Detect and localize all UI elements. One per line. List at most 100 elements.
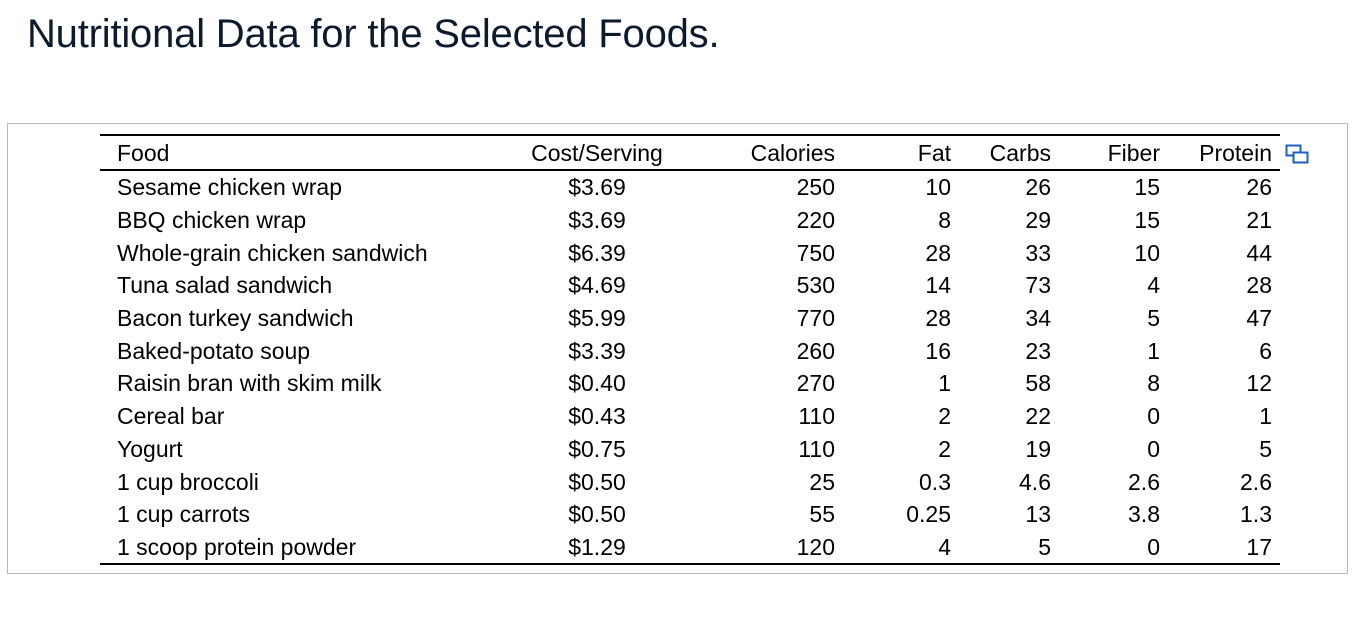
cell-food: Raisin bran with skim milk <box>117 370 382 397</box>
table-row: 1 scoop protein powder $1.29 120 4 5 0 17 <box>100 531 1280 565</box>
cell-fat: 16 <box>925 337 951 364</box>
cell-protein: 6 <box>1259 337 1272 364</box>
cell-calories: 110 <box>798 435 835 462</box>
cell-cost: $3.69 <box>568 174 626 201</box>
cell-fat: 8 <box>938 207 951 234</box>
page-title: Nutritional Data for the Selected Foods. <box>27 12 720 56</box>
cell-fiber: 15 <box>1134 174 1160 201</box>
cell-fiber: 0 <box>1147 435 1160 462</box>
cell-food: Whole-grain chicken sandwich <box>117 239 428 266</box>
table-row: Yogurt $0.75 110 2 19 0 5 <box>100 433 1280 466</box>
cell-protein: 21 <box>1246 207 1272 234</box>
cell-fiber: 2.6 <box>1128 468 1160 495</box>
cell-calories: 530 <box>796 272 835 299</box>
header-fiber: Fiber <box>1107 140 1160 166</box>
cell-fat: 28 <box>925 305 951 332</box>
cell-carbs: 73 <box>1025 272 1051 299</box>
cell-fat: 2 <box>938 403 951 430</box>
cell-cost: $0.43 <box>568 403 626 430</box>
cell-cost: $0.75 <box>568 435 626 462</box>
table-row: Sesame chicken wrap $3.69 250 10 26 15 26 <box>100 170 1280 204</box>
cell-cost: $0.50 <box>568 468 626 495</box>
cell-fat: 1 <box>938 370 951 397</box>
cell-carbs: 13 <box>1025 501 1051 528</box>
cell-carbs: 58 <box>1025 370 1051 397</box>
cell-protein: 1 <box>1259 403 1272 430</box>
table-row: 1 cup carrots $0.50 55 0.25 13 3.8 1.3 <box>100 498 1280 531</box>
cell-calories: 55 <box>809 501 835 528</box>
cell-food: Cereal bar <box>117 403 225 430</box>
cell-carbs: 26 <box>1025 174 1051 201</box>
cell-protein: 1.3 <box>1240 501 1272 528</box>
table-row: Baked-potato soup $3.39 260 16 23 1 6 <box>100 334 1280 367</box>
cell-fat: 0.25 <box>906 501 951 528</box>
cell-carbs: 34 <box>1025 305 1051 332</box>
cell-protein: 47 <box>1246 305 1272 332</box>
cell-cost: $1.29 <box>568 533 626 560</box>
cell-food: 1 scoop protein powder <box>117 533 357 560</box>
cell-food: 1 cup carrots <box>117 501 250 528</box>
cell-fiber: 4 <box>1147 272 1160 299</box>
cell-cost: $0.40 <box>568 370 626 397</box>
cell-fiber: 3.8 <box>1128 501 1160 528</box>
cell-calories: 110 <box>798 403 835 430</box>
table-row: Raisin bran with skim milk $0.40 270 1 58 8 12 <box>100 367 1280 400</box>
cell-calories: 750 <box>796 239 835 266</box>
cell-protein: 17 <box>1246 533 1272 560</box>
table-row: Tuna salad sandwich $4.69 530 14 73 4 28 <box>100 269 1280 302</box>
cell-fiber: 10 <box>1134 239 1160 266</box>
cell-cost: $5.99 <box>568 305 626 332</box>
cell-food: Yogurt <box>117 435 183 462</box>
cell-carbs: 29 <box>1025 207 1051 234</box>
cell-food: Baked-potato soup <box>117 337 311 364</box>
cell-calories: 120 <box>796 533 835 560</box>
cell-calories: 260 <box>796 337 835 364</box>
cell-food: Tuna salad sandwich <box>117 272 333 299</box>
cell-calories: 220 <box>796 207 835 234</box>
cell-cost: $3.69 <box>568 207 626 234</box>
cell-cost: $4.69 <box>568 272 626 299</box>
cell-calories: 25 <box>809 468 835 495</box>
cell-fiber: 15 <box>1134 207 1160 234</box>
cell-food: Bacon turkey sandwich <box>117 305 354 332</box>
cell-fat: 4 <box>938 533 951 560</box>
header-carbs: Carbs <box>989 140 1051 166</box>
cell-protein: 26 <box>1246 174 1272 201</box>
table-frame <box>7 123 1348 574</box>
cell-protein: 2.6 <box>1240 468 1272 495</box>
cell-calories: 250 <box>796 174 835 201</box>
cell-protein: 12 <box>1246 370 1272 397</box>
cell-fat: 2 <box>938 435 951 462</box>
copy-table-icon[interactable] <box>1285 144 1309 164</box>
cell-cost: $3.39 <box>568 337 626 364</box>
cell-protein: 44 <box>1246 239 1272 266</box>
cell-fat: 0.3 <box>919 468 951 495</box>
cell-fiber: 0 <box>1147 403 1160 430</box>
cell-food: 1 cup broccoli <box>117 468 259 495</box>
cell-fiber: 8 <box>1147 370 1160 397</box>
nutrition-table: Food Cost/Serving Calories Fat Carbs Fib… <box>100 134 1280 565</box>
cell-fiber: 1 <box>1147 337 1160 364</box>
table-row: Cereal bar $0.43 110 2 22 0 1 <box>100 400 1280 433</box>
cell-fat: 10 <box>925 174 951 201</box>
header-cost: Cost/Serving <box>531 140 663 166</box>
cell-carbs: 4.6 <box>1019 468 1051 495</box>
cell-protein: 5 <box>1259 435 1272 462</box>
cell-carbs: 33 <box>1025 239 1051 266</box>
table-row: BBQ chicken wrap $3.69 220 8 29 15 21 <box>100 204 1280 237</box>
cell-carbs: 5 <box>1038 533 1051 560</box>
cell-food: BBQ chicken wrap <box>117 207 307 234</box>
cell-carbs: 19 <box>1025 435 1051 462</box>
cell-calories: 770 <box>796 305 835 332</box>
table-row: Bacon turkey sandwich $5.99 770 28 34 5 47 <box>100 302 1280 335</box>
header-food: Food <box>117 140 170 166</box>
cell-food: Sesame chicken wrap <box>117 174 342 201</box>
cell-protein: 28 <box>1246 272 1272 299</box>
header-row: Food Cost/Serving Calories Fat Carbs Fib… <box>100 135 1280 170</box>
cell-fat: 28 <box>925 239 951 266</box>
cell-fiber: 0 <box>1147 533 1160 560</box>
table-row: Whole-grain chicken sandwich $6.39 750 28 33… <box>100 236 1280 269</box>
header-fat: Fat <box>917 140 951 166</box>
header-calories: Calories <box>750 140 835 166</box>
cell-cost: $0.50 <box>568 501 626 528</box>
